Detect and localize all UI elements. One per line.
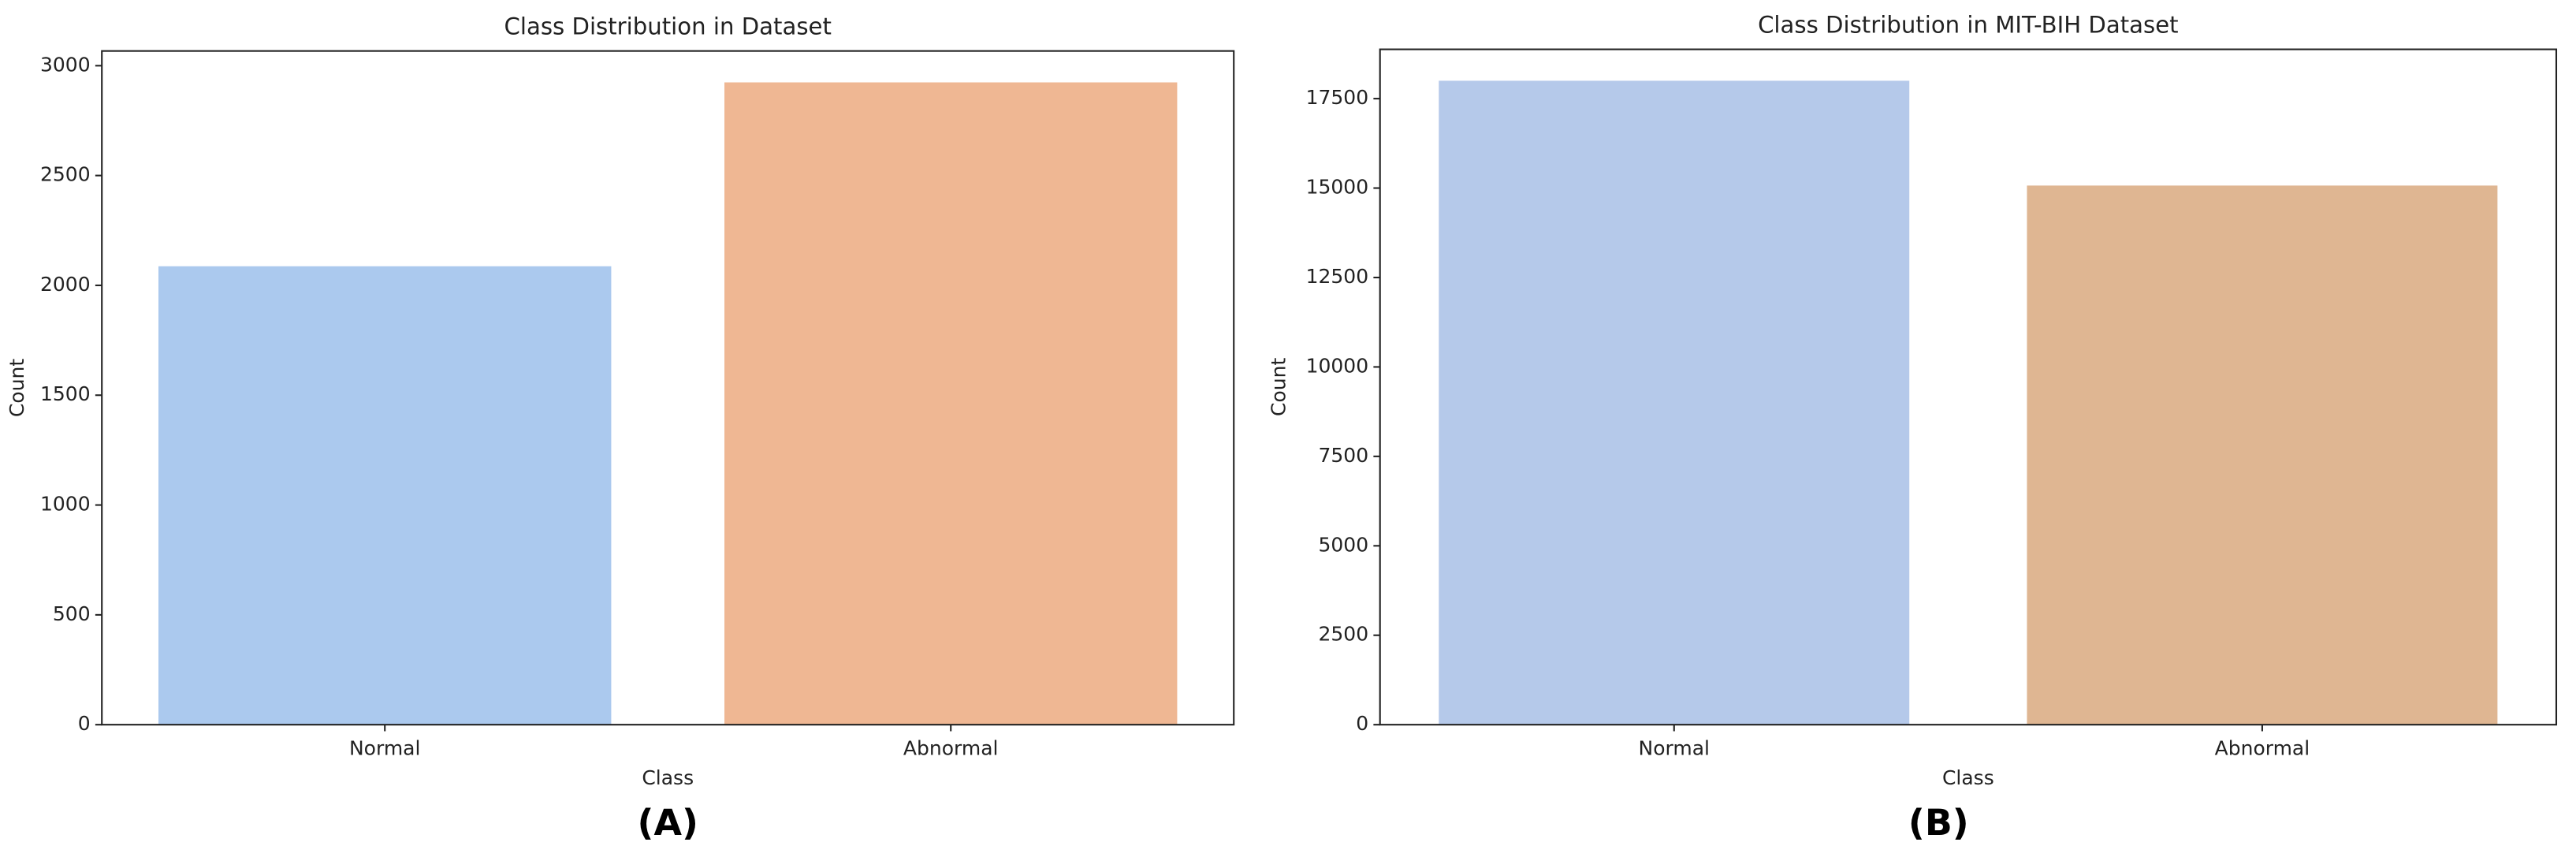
x-tick-label: Normal xyxy=(349,736,420,759)
axes-frame xyxy=(1379,48,2558,726)
x-axis-label: Class xyxy=(642,766,694,789)
axes-frame xyxy=(101,50,1235,726)
y-tick-label: 2000 xyxy=(40,273,91,296)
y-tick-label: 1000 xyxy=(40,493,91,516)
y-tick-label: 0 xyxy=(1356,712,1368,735)
chart-title: Class Distribution in Dataset xyxy=(504,13,832,39)
x-tick-label: Abnormal xyxy=(903,736,999,759)
y-tick-label: 5000 xyxy=(1319,533,1369,556)
bar xyxy=(2027,185,2498,725)
y-tick-label: 1500 xyxy=(40,382,91,405)
x-tick-label: Normal xyxy=(1639,736,1710,759)
x-tick-label: Abnormal xyxy=(2215,736,2310,759)
y-tick-label: 2500 xyxy=(1319,623,1369,646)
y-axis-label: Count xyxy=(1268,358,1290,416)
y-tick-label: 3000 xyxy=(40,53,91,76)
bar xyxy=(1439,80,1910,725)
bar xyxy=(158,266,612,725)
y-tick-label: 15000 xyxy=(1306,176,1369,199)
panel-label: (B) xyxy=(1908,801,1969,844)
y-tick-label: 2500 xyxy=(40,163,91,186)
bar xyxy=(724,82,1178,725)
y-tick-label: 0 xyxy=(78,712,91,735)
chart-title: Class Distribution in MIT-BIH Dataset xyxy=(1758,11,2179,38)
y-tick-label: 12500 xyxy=(1306,265,1369,288)
y-tick-label: 17500 xyxy=(1306,86,1369,109)
x-axis-label: Class xyxy=(1942,766,1994,789)
panel-label: (A) xyxy=(638,801,698,844)
y-tick-label: 500 xyxy=(53,602,91,625)
y-axis-label: Count xyxy=(6,359,28,417)
y-tick-label: 10000 xyxy=(1306,354,1369,377)
y-tick-label: 7500 xyxy=(1319,444,1369,467)
